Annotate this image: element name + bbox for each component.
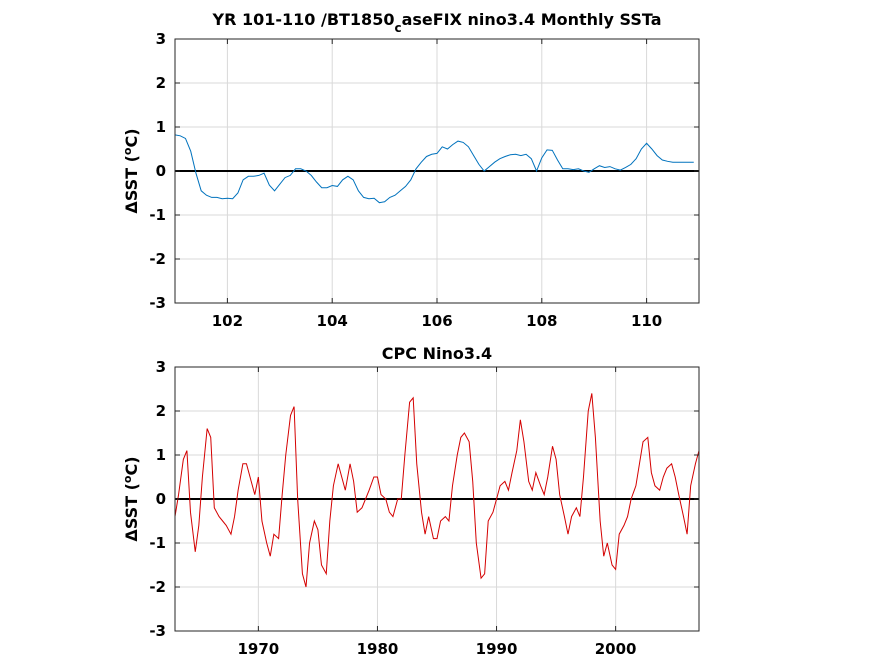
top-series-line xyxy=(174,134,694,204)
top-ticks: 102 104 106 108 110 -3 -2 -1 0 1 2 3 xyxy=(149,30,699,330)
bottom-ytick-label: -1 xyxy=(149,534,166,552)
bottom-xtick-label: 2000 xyxy=(595,640,637,656)
top-title-subscript: c xyxy=(394,21,401,35)
top-ytick-label: -3 xyxy=(149,294,166,312)
top-ytick-label: 2 xyxy=(156,74,166,92)
bottom-ylabel-prefix: ΔSST ( xyxy=(122,483,141,542)
bottom-series-line xyxy=(174,393,700,588)
bottom-ylabel: ΔSST (oC) xyxy=(121,456,141,541)
bottom-title: CPC Nino3.4 xyxy=(382,344,492,363)
top-xtick-label: 106 xyxy=(421,312,452,330)
top-ylabel-suffix: C) xyxy=(122,128,141,147)
bottom-ytick-label: 3 xyxy=(156,358,166,376)
bottom-ticks: 1970 1980 1990 2000 -3 -2 -1 0 1 2 3 xyxy=(149,358,699,656)
top-ylabel-prefix: ΔSST ( xyxy=(122,155,141,214)
bottom-panel: 1970 1980 1990 2000 -3 -2 -1 0 1 2 3 CPC Nino3.4 Δ… xyxy=(121,344,700,656)
top-ytick-label: -2 xyxy=(149,250,166,268)
bottom-ytick-label: 0 xyxy=(156,490,166,508)
top-ytick-label: 3 xyxy=(156,30,166,48)
bottom-ylabel-degree: o xyxy=(121,475,134,483)
top-panel: 102 104 106 108 110 -3 -2 -1 0 1 2 3 YR 101-110 /BT… xyxy=(121,10,700,330)
bottom-ytick-label: 1 xyxy=(156,446,166,464)
bottom-ytick-label: -3 xyxy=(149,622,166,640)
bottom-ytick-label: 2 xyxy=(156,402,166,420)
bottom-ytick-label: -2 xyxy=(149,578,166,596)
top-ytick-label: 1 xyxy=(156,118,166,136)
top-ytick-label: -1 xyxy=(149,206,166,224)
bottom-xtick-label: 1970 xyxy=(237,640,279,656)
top-xtick-label: 110 xyxy=(631,312,662,330)
bottom-ylabel-suffix: C) xyxy=(122,456,141,475)
top-xtick-label: 108 xyxy=(526,312,557,330)
bottom-xtick-label: 1980 xyxy=(357,640,399,656)
top-title-rest: aseFIX nino3.4 Monthly SSTa xyxy=(402,10,662,29)
top-ytick-label: 0 xyxy=(156,162,166,180)
bottom-xtick-label: 1990 xyxy=(476,640,518,656)
top-title: YR 101-110 /BT1850caseFIX nino3.4 Monthl… xyxy=(211,10,661,35)
top-ylabel-degree: o xyxy=(121,147,134,155)
top-xtick-label: 104 xyxy=(317,312,348,330)
top-ylabel: ΔSST (oC) xyxy=(121,128,141,213)
top-title-main: YR 101-110 /BT1850 xyxy=(211,10,394,29)
top-xtick-label: 102 xyxy=(212,312,243,330)
